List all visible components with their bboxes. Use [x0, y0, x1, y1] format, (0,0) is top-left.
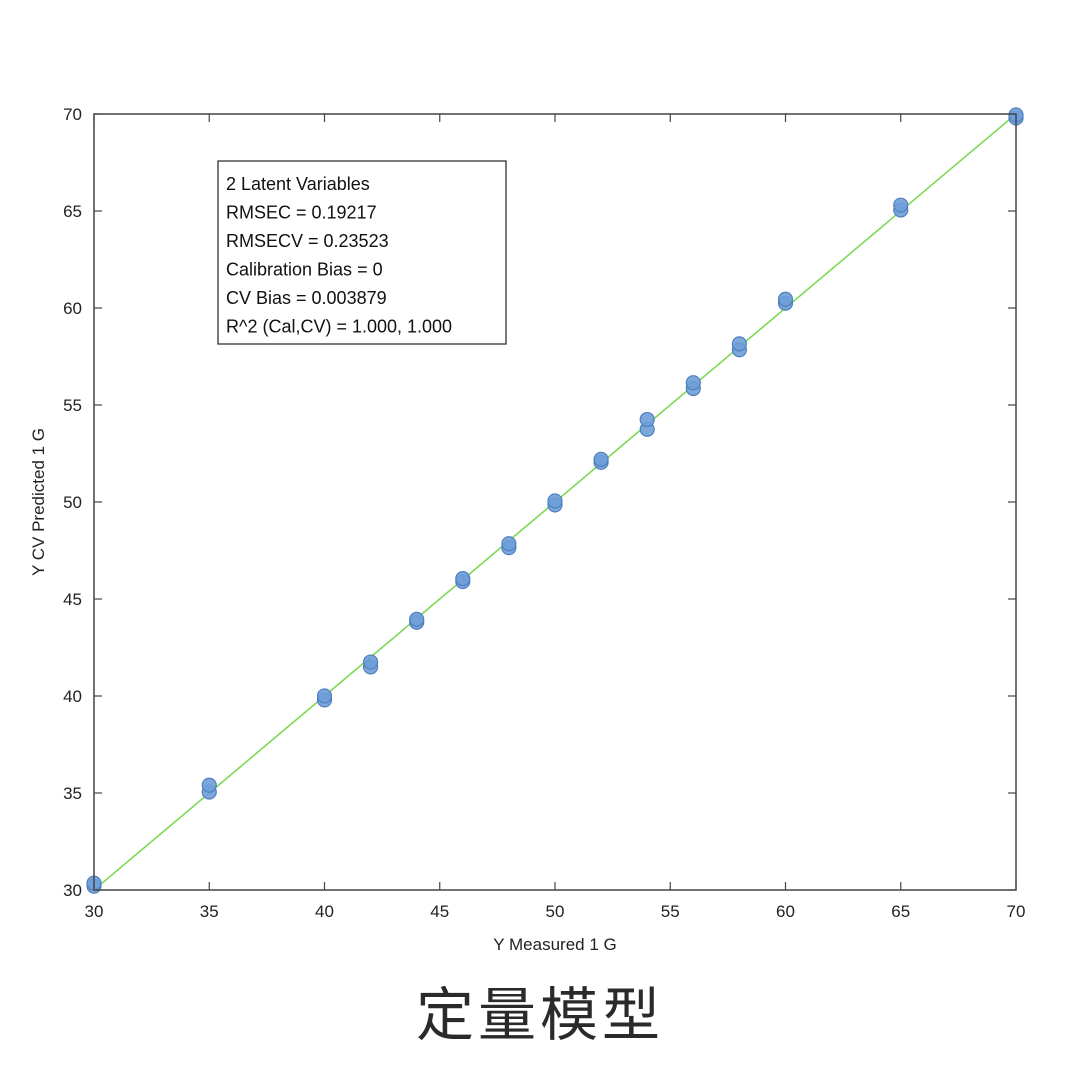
data-point	[593, 451, 609, 467]
data-point	[501, 536, 517, 552]
y-tick-label: 35	[63, 784, 82, 803]
stats-box-frame	[217, 160, 507, 345]
plot-frame	[93, 113, 1017, 891]
stats-box: 2 Latent Variables RMSEC = 0.19217 RMSECV …	[217, 160, 507, 345]
x-tick-label: 40	[315, 902, 334, 921]
x-tick-label: 30	[85, 902, 104, 921]
data-point	[316, 688, 333, 704]
points-layer	[86, 107, 1024, 894]
y-tick-label: 30	[63, 881, 82, 900]
y-tick-label: 45	[63, 590, 82, 609]
stats-line: Calibration Bias = 0	[226, 260, 383, 280]
y-tick-label: 65	[63, 202, 82, 221]
y-tick-label: 55	[63, 396, 82, 415]
stats-line: CV Bias = 0.003879	[226, 288, 387, 308]
stats-lines: 2 Latent Variables RMSEC = 0.19217 RMSECV …	[226, 174, 452, 337]
caption: 定量模型	[415, 981, 664, 1049]
stats-line: RMSEC = 0.19217	[226, 203, 377, 223]
y-axis-label: Y CV Predicted 1 G	[29, 428, 48, 576]
data-point	[363, 654, 379, 670]
x-tick-label: 50	[546, 902, 565, 921]
y-tick-label: 50	[63, 493, 82, 512]
data-point	[455, 571, 471, 587]
data-point	[685, 375, 701, 391]
data-point	[731, 336, 748, 352]
x-tick-label: 60	[776, 902, 795, 921]
y-tick-label: 70	[63, 105, 82, 124]
x-tick-label: 65	[891, 902, 910, 921]
ticks-layer: 30 35 40 45 50 55 60 65 70 30 35 40 45 50 55 60 65 70	[63, 105, 1025, 921]
y-tick-label: 60	[63, 299, 82, 318]
x-axis-label: Y Measured 1 G	[493, 935, 616, 954]
data-point	[639, 411, 655, 428]
stats-line: 2 Latent Variables	[226, 174, 370, 194]
x-tick-label: 35	[200, 902, 219, 921]
data-point	[893, 197, 909, 213]
stats-line: R^2 (Cal,CV) = 1.000, 1.000	[226, 317, 452, 337]
data-point	[777, 291, 794, 307]
data-point	[201, 777, 217, 793]
y-tick-label: 40	[63, 687, 82, 706]
data-point	[547, 493, 563, 509]
x-tick-label: 45	[430, 902, 449, 921]
x-tick-label: 55	[661, 902, 680, 921]
stats-line: RMSECV = 0.23523	[226, 231, 389, 251]
data-point	[409, 611, 425, 627]
x-tick-label: 70	[1007, 902, 1026, 921]
